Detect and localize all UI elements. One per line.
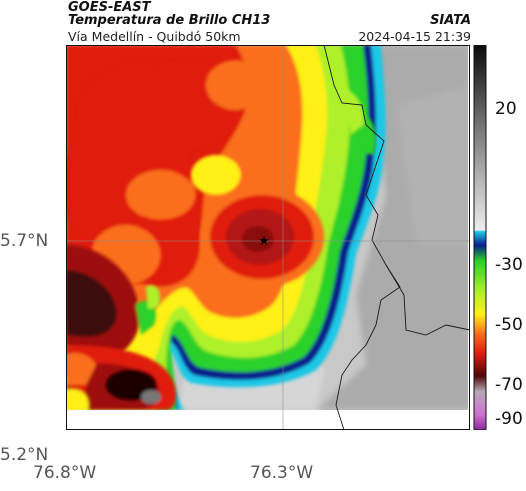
region-subtitle: Vía Medellín - Quibdó 50km — [68, 29, 241, 44]
organization-label: SIATA — [430, 13, 471, 28]
lat-label-5-7: 5.7°N — [0, 231, 49, 251]
colorbar-tick-neg70: -70 — [495, 375, 523, 395]
product-title: Temperatura de Brillo CH13 — [68, 13, 271, 28]
colorbar-tick-neg50: -50 — [495, 315, 523, 335]
satellite-map: ★ — [66, 45, 470, 430]
timestamp-label: 2024-04-15 21:39 — [358, 29, 471, 44]
colorbar-tick-neg30: -30 — [495, 255, 523, 275]
temperature-colorbar — [473, 45, 487, 430]
colorbar-tick-neg90: -90 — [495, 409, 523, 429]
brightness-temperature-field — [66, 45, 470, 410]
boundary-lines — [323, 45, 470, 430]
lon-label-76-3: 76.3°W — [250, 463, 314, 483]
satellite-title: GOES-EAST — [68, 0, 151, 15]
lat-label-5-2: 5.2°N — [0, 445, 49, 465]
graticule — [66, 45, 470, 430]
colorbar-tick-20: 20 — [495, 99, 517, 119]
star-marker: ★ — [258, 234, 270, 249]
lon-label-76-8: 76.8°W — [33, 463, 97, 483]
